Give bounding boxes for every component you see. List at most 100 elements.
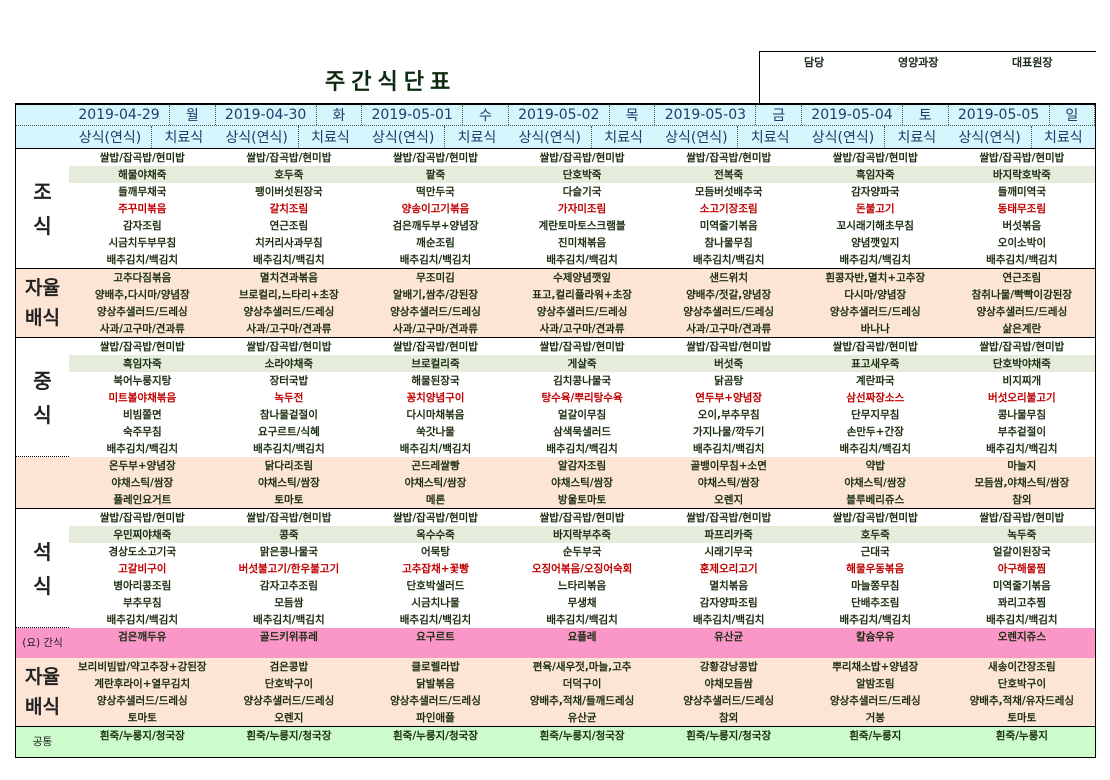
weekday-label: 월 [170,105,216,125]
menu-item: 감자양파조림 [699,597,758,609]
menu-item: 쌀밥/잡곡밥/현미밥 [832,152,918,164]
menu-item: 오이소박이 [997,237,1047,249]
menu-item: 배추김치/백김치 [692,443,765,455]
meal-section: (요) 간식 검은깨두유 골드키위퓨레 요구르트 요플레 유산균 칼슘우유 오렌지쥬스 [16,627,1095,658]
menu-item: 소라야채죽 [264,358,314,370]
menu-item: 더덕구이 [562,678,602,690]
menu-item: 양상추샐러드/드레싱 [976,306,1068,318]
approval-box: 담당 영양과장 대표원장 [759,51,1096,104]
page-title: 주간식단표 [325,70,457,95]
menu-item: 양상추샐러드/드레싱 [243,695,335,707]
menu-item: 호두죽 [860,529,890,541]
menu-item: 양념깻잎지 [851,237,900,249]
menu-item: 야채모듬쌈 [704,678,753,690]
menu-item: 경상도소고기국 [108,546,177,558]
section-label: (요) 간식 [16,627,69,658]
meal-section: 중식 쌀밥/잡곡밥/현미밥 쌀밥/잡곡밥/현미밥 쌀밥/잡곡밥/현미밥 쌀밥/잡곡밥/현… [16,337,1096,457]
menu-item: 쌀밥/잡곡밥/현미밥 [539,152,625,164]
menu-item: 배추김치/백김치 [986,614,1058,626]
menu-item: 해물야채죽 [118,169,167,181]
menu-item: 양상추샐러드/드레싱 [829,695,921,707]
menu-row: 들깨무채국 팽이버섯된장국 떡만두국 다슬기국 모듬버섯배추국 감자양파국 들깨미역국 [69,183,1095,200]
day-header: 2019-05-03 금 [655,105,802,125]
menu-item: 녹두전 [274,392,304,404]
menu-item: 사과/고구마/견과류 [99,323,185,335]
menu-item: 깨순조림 [416,237,455,249]
regular-diet-label: 상식(연식) [216,126,299,148]
menu-item: 흑임자죽 [855,169,895,181]
menu-item: 계란후라이+열무김치 [94,678,191,690]
menu-item: 쌀밥/잡곡밥/현미밥 [393,152,478,164]
menu-row: 북어누룽지탕 장터국밥 해물된장국 김치콩나물국 닭곰탕 계란파국 비지찌개 [69,372,1095,389]
menu-item: 메론 [425,494,446,506]
menu-row: 배추김치/백김치 배추김치/백김치 배추김치/백김치 배추김치/백김치 배추김치/백김치… [69,251,1095,268]
menu-row: 흑임자죽 소라야채죽 브로컬리죽 게살죽 버섯죽 표고새우죽 단호박야채죽 [69,355,1096,372]
section-label: 중식 [33,368,52,427]
menu-item: 검은콩밥 [269,661,309,673]
weekly-menu-table: 2019-04-29 월 2019-04-30 화 2019-05-01 수 2019-05… [15,103,1096,758]
menu-item: 양상추샐러드/드레싱 [829,306,921,318]
menu-row: 쌀밥/잡곡밥/현미밥 쌀밥/잡곡밥/현미밥 쌀밥/잡곡밥/현미밥 쌀밥/잡곡밥/현미밥… [69,509,1095,526]
menu-item: 단배추조림 [851,597,900,609]
menu-item: 블루베리쥬스 [846,494,905,506]
menu-item: 흰죽/누룽지/청국장 [246,730,332,742]
menu-row: 쌀밥/잡곡밥/현미밥 쌀밥/잡곡밥/현미밥 쌀밥/잡곡밥/현미밥 쌀밥/잡곡밥/현미밥… [69,149,1095,166]
menu-item: 흰죽/누룽지 [995,730,1048,742]
menu-row: 양상추샐러드/드레싱 양상추샐러드/드레싱 양상추샐러드/드레싱 양배추,적채/들깨드… [69,692,1095,709]
regular-diet-label: 상식(연식) [509,126,592,148]
menu-row: 시금치두부무침 치커리사과무침 깨순조림 진미채볶음 참나물무침 양념깻잎지 오이소박이 [69,234,1095,251]
menu-item: 단호박죽 [562,169,602,181]
date-header-row: 2019-04-29 월 2019-04-30 화 2019-05-01 수 2019-05… [16,105,1096,126]
menu-item: 양상추샐러드/드레싱 [390,695,481,707]
menu-item: 김치콩나물국 [553,375,612,387]
menu-item: 부추무침 [122,597,162,609]
menu-item: 양상추샐러드/드레싱 [96,306,188,318]
approval-nutrition-manager: 영양과장 [898,56,939,69]
menu-item: 새송이간장조림 [988,661,1056,673]
menu-item: 양상추샐러드/드레싱 [243,306,335,318]
menu-item: 팥죽 [425,169,446,181]
menu-item: 쌀밥/잡곡밥/현미밥 [539,341,625,353]
menu-item: 편육/새우젓,마늘,고추 [532,661,632,673]
menu-item: 알감자조림 [557,460,607,472]
section-label: 자율배식 [25,277,60,329]
menu-item: 비지찌개 [1002,375,1042,387]
menu-item: 바지락부추죽 [553,529,612,541]
day-header: 2019-05-01 수 [362,105,509,125]
date-label: 2019-05-04 [802,105,903,125]
menu-item: 양상추샐러드/드레싱 [96,695,188,707]
menu-item: 삼선짜장소스 [846,392,905,404]
menu-item: 흰죽/누룽지 [849,730,902,742]
menu-item: 고추다짐볶음 [113,272,172,284]
menu-item: 느타리볶음 [557,580,607,592]
menu-row: 양상추샐러드/드레싱 양상추샐러드/드레싱 양상추샐러드/드레싱 양상추샐러드/드레싱… [69,303,1095,320]
regular-diet-label: 상식(연식) [949,126,1032,148]
menu-item: 닭다리조림 [264,460,314,472]
menu-item: 야채스틱/쌈장 [404,477,467,489]
menu-item: 쌀밥/잡곡밥/현미밥 [686,512,772,524]
menu-item: 어묵탕 [420,546,450,558]
regular-diet-label: 상식(연식) [802,126,885,148]
menu-item: 배추김치/백김치 [692,614,765,626]
menu-item: 북어누룽지탕 [113,375,172,387]
section-label [16,456,69,508]
menu-item: 유산균 [714,631,744,643]
menu-item: 쌀밥/잡곡밥/현미밥 [979,512,1065,524]
menu-item: 클로렐라밥 [411,661,460,673]
menu-item: 흰죽/누룽지/청국장 [539,730,625,742]
diet-type-header: 상식(연식) 치료식 [655,126,802,148]
menu-row: 경상도소고기국 맑은콩나물국 어묵탕 순두부국 시래기무국 근대국 얼갈이된장국 [69,543,1095,560]
menu-item: 순두부국 [562,546,602,558]
menu-item: 표고,컬리플라워+초장 [532,289,632,301]
menu-item: 강황강낭콩밥 [699,661,758,673]
menu-item: 칼슘우유 [855,631,895,643]
menu-item: 온두부+양념장 [108,460,176,472]
section-body: 검은깨두유 골드키위퓨레 요구르트 요플레 유산균 칼슘우유 오렌지쥬스 [69,628,1095,658]
menu-item: 뿌리채소밥+양념장 [832,661,919,673]
menu-item: 시래기무국 [704,546,753,558]
menu-item: 계란파국 [855,375,895,387]
menu-item: 오렌지 [274,712,304,724]
menu-item: 참나물무침 [704,237,753,249]
menu-item: 참외 [719,712,739,724]
date-label: 2019-04-29 [69,105,170,125]
